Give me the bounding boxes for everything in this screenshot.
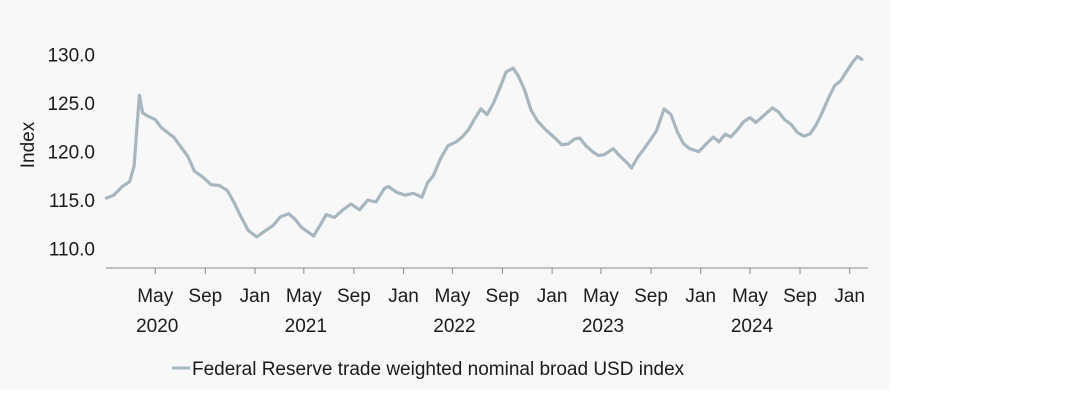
- x-year-label: 2021: [285, 316, 327, 337]
- series-line: [104, 54, 864, 239]
- x-tick-label: May: [137, 286, 173, 307]
- y-tick-label: 110.0: [49, 240, 95, 261]
- x-tick-label: Jan: [388, 286, 419, 307]
- x-year-label: 2024: [731, 316, 774, 337]
- x-tick-label: May: [286, 286, 322, 307]
- legend-label: Federal Reserve trade weighted nominal b…: [192, 359, 685, 380]
- y-tick-label: 130.0: [47, 46, 95, 67]
- x-tick-label: Sep: [337, 286, 371, 307]
- x-tick-label: Sep: [188, 286, 222, 307]
- x-tick-label: May: [434, 286, 470, 307]
- x-axis: May 2020 Sep Jan May 2021 Sep Jan May 2022 Sep Jan M…: [106, 267, 868, 337]
- x-tick-label: Jan: [685, 286, 716, 307]
- y-tick-label: 125.0: [47, 94, 95, 115]
- x-tick-label: May: [583, 286, 619, 307]
- y-tick-label: 115.0: [49, 191, 95, 212]
- x-tick-label: Jan: [834, 286, 865, 307]
- x-year-label: 2023: [582, 316, 624, 337]
- y-axis-label: Index: [18, 121, 39, 168]
- legend: Federal Reserve trade weighted nominal b…: [172, 359, 685, 380]
- x-year-label: 2020: [136, 316, 178, 337]
- x-tick-label: Sep: [634, 286, 668, 307]
- series-layer: [104, 54, 864, 239]
- x-tick-label: Jan: [240, 286, 271, 307]
- x-year-label: 2022: [433, 316, 475, 337]
- y-axis: 110.0 115.0 120.0 125.0 130.0: [47, 46, 95, 261]
- x-tick-label: May: [732, 286, 768, 307]
- x-tick-label: Sep: [486, 286, 520, 307]
- x-tick-label: Jan: [537, 286, 568, 307]
- chart-container: 110.0 115.0 120.0 125.0 130.0 May 2020 Sep Jan M…: [18, 45, 868, 380]
- y-tick-label: 120.0: [47, 143, 95, 164]
- x-tick-label: Sep: [783, 286, 817, 307]
